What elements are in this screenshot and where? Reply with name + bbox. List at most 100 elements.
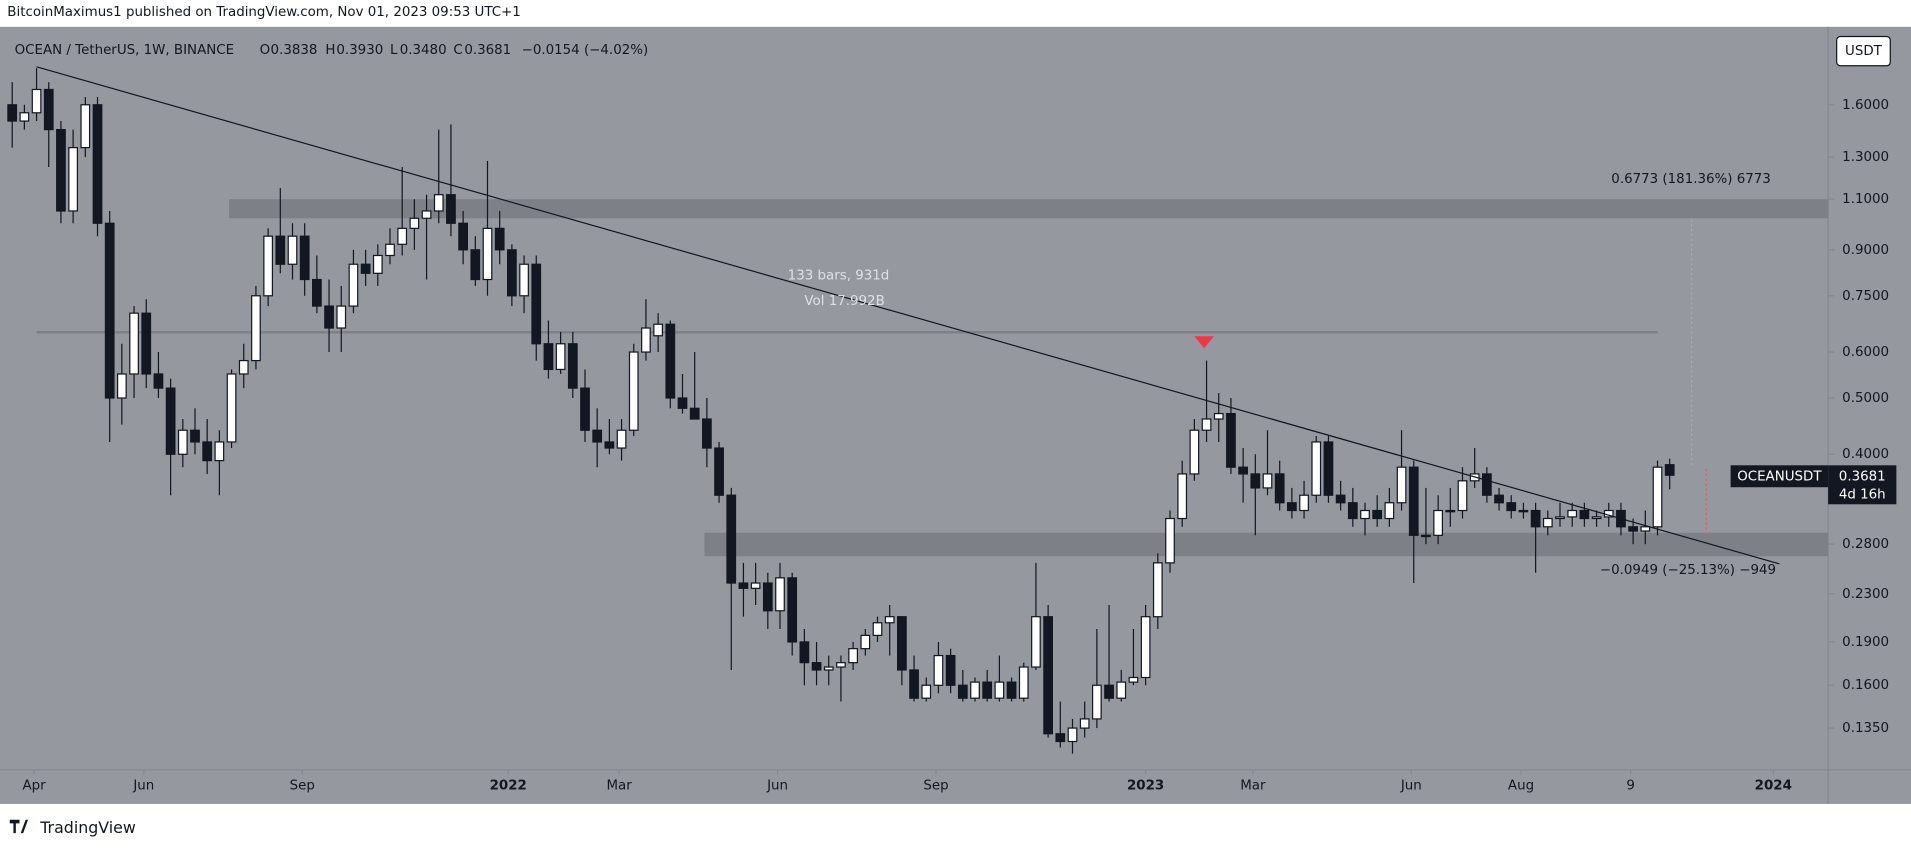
- candle-body: [726, 494, 737, 584]
- candle-body: [921, 684, 932, 699]
- symbol-badge-text: OCEANUSDT: [1737, 469, 1822, 484]
- candle-body: [1555, 516, 1565, 520]
- y-tick-label: 1.6000: [1842, 98, 1889, 113]
- candle-body: [1311, 441, 1322, 496]
- candle-body: [555, 343, 566, 371]
- candle-body: [1226, 412, 1236, 468]
- legend-value: 0.3838: [271, 43, 318, 58]
- annotation: 133 bars, 931d: [788, 268, 890, 283]
- candle-body: [836, 662, 846, 668]
- x-tick-label: Apr: [23, 779, 47, 794]
- x-tick-label: 2024: [1755, 779, 1792, 794]
- x-tick-label: Jun: [1400, 779, 1422, 794]
- candle-body: [531, 263, 542, 345]
- price-badge: [1828, 465, 1897, 505]
- candle-body: [689, 407, 700, 420]
- candle-body: [543, 343, 554, 371]
- candle-body: [970, 681, 980, 699]
- x-tick-label: Jun: [132, 779, 154, 794]
- candle-body: [214, 441, 225, 462]
- candle-body: [287, 235, 298, 265]
- y-tick-label: 0.5000: [1842, 391, 1889, 406]
- candle-body: [80, 104, 91, 149]
- candle-body: [1372, 509, 1383, 520]
- candle-body: [1530, 509, 1541, 528]
- candle-body: [397, 227, 408, 245]
- candle-body: [1591, 516, 1602, 520]
- candle-body: [348, 263, 359, 307]
- candle-body: [1043, 616, 1053, 735]
- candle-body: [738, 582, 749, 589]
- annotation: Vol 17.992B: [804, 294, 884, 309]
- candle-body: [1494, 494, 1504, 504]
- legend-key: H: [325, 43, 335, 58]
- legend-value: 0.3480: [400, 43, 447, 58]
- y-tick-label: 0.4000: [1842, 447, 1889, 462]
- candle-body: [945, 654, 956, 686]
- candle-body: [1640, 526, 1651, 532]
- candle-body: [238, 359, 249, 375]
- candle-body: [1079, 718, 1090, 729]
- candle-body: [933, 654, 944, 686]
- candle-body: [714, 447, 724, 496]
- price-badge-value: 0.3681: [1839, 469, 1886, 484]
- logo-icon: [9, 819, 29, 834]
- x-tick-label: Mar: [606, 779, 632, 794]
- candle-body: [324, 305, 334, 329]
- candle-body: [409, 217, 420, 229]
- candle-body: [1152, 562, 1163, 618]
- candle-body: [165, 387, 176, 455]
- candle-body: [1262, 473, 1273, 489]
- candle-body: [1506, 502, 1517, 512]
- candle-body: [811, 662, 822, 671]
- candle-body: [702, 418, 712, 449]
- candle-body: [1567, 509, 1578, 518]
- x-tick-label: Sep: [290, 779, 315, 794]
- candle-body: [628, 351, 639, 431]
- candle-body: [1299, 494, 1309, 512]
- signal-marker: [1194, 336, 1214, 349]
- candle-body: [202, 441, 213, 462]
- candle-body: [1165, 517, 1175, 564]
- candle-body: [68, 146, 78, 212]
- candle-body: [994, 681, 1005, 699]
- candle-body: [1287, 502, 1297, 512]
- candle-body: [275, 235, 286, 265]
- candle-body: [860, 634, 871, 650]
- overlays: 133 bars, 931d Vol 17.992B 0.6773 (181.36%…: [36, 66, 1780, 578]
- annotation: 0.6773 (181.36%) 6773: [1611, 172, 1771, 187]
- candle-body: [470, 249, 481, 281]
- candle-body: [1518, 509, 1529, 513]
- candle-body: [580, 387, 590, 431]
- ohlc-legend: O 0.3838 H 0.3930 L 0.3480 C 0.3681 −0.0…: [260, 43, 649, 58]
- y-tick-label: 0.6000: [1842, 345, 1889, 360]
- candle-body: [1323, 441, 1334, 496]
- candle-body: [372, 254, 383, 274]
- currency[interactable]: USDT: [1845, 44, 1883, 59]
- candle-body: [141, 312, 152, 375]
- candle-body: [1104, 684, 1114, 699]
- candle-body: [1250, 473, 1261, 489]
- candle-body: [1213, 412, 1224, 420]
- legend-change: −0.0154 (−4.02%): [522, 43, 649, 58]
- zones: [36, 199, 1829, 557]
- candle-body: [117, 373, 127, 399]
- candle-body: [1067, 727, 1078, 743]
- candle-body: [1018, 666, 1029, 699]
- candle-body: [1628, 526, 1638, 532]
- candle-body: [92, 104, 103, 224]
- annotation: −0.0949 (−25.13%) −949: [1600, 563, 1776, 578]
- candle-body: [1482, 473, 1492, 496]
- x-tick-label: Mar: [1240, 779, 1266, 794]
- y-tick-label: 0.1900: [1842, 635, 1889, 650]
- candle-body: [762, 582, 773, 612]
- candle-body: [1177, 473, 1188, 520]
- zone: [704, 532, 1829, 557]
- y-tick-label: 0.1600: [1842, 678, 1889, 693]
- candle-body: [1140, 616, 1151, 679]
- currency-box[interactable]: [1836, 35, 1891, 67]
- y-tick-label: 0.2800: [1842, 537, 1889, 552]
- candles: [7, 68, 1675, 754]
- candle-body: [1421, 534, 1431, 538]
- candle-body: [787, 577, 798, 643]
